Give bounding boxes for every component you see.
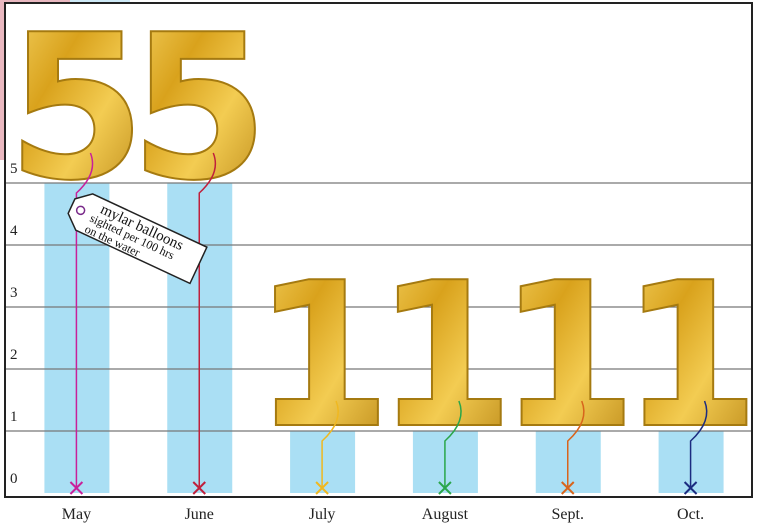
y-tick-label: 4 <box>10 223 18 239</box>
y-tick-label: 3 <box>10 285 18 301</box>
balloon-digit: 1 <box>252 240 391 473</box>
balloon-string <box>321 400 339 488</box>
string-bow <box>315 481 329 495</box>
y-tick-label: 0 <box>10 471 18 487</box>
y-tick-label: 5 <box>10 161 18 177</box>
string-bow <box>69 481 84 495</box>
balloon-digit: 1 <box>498 240 637 473</box>
balloon-string <box>198 152 217 488</box>
tag-shape <box>67 193 208 285</box>
balloon-digit: 5 <box>130 0 269 225</box>
x-tick-label: June <box>185 506 214 523</box>
balloon-string <box>689 400 708 488</box>
x-tick-label: August <box>422 506 469 523</box>
balloon-string <box>75 152 94 488</box>
balloon-digit: 1 <box>621 240 760 473</box>
tag-hole <box>75 205 86 216</box>
x-tick-label: Sept. <box>552 506 584 523</box>
x-tick-label: July <box>309 506 336 523</box>
string-bow <box>561 481 575 495</box>
plot: 012345May5June5July1August1Sept.1Oct.1my… <box>6 0 761 523</box>
balloon-digit: 5 <box>7 0 146 225</box>
y-tick-label: 1 <box>10 409 18 425</box>
x-tick-label: Oct. <box>677 506 704 523</box>
balloon-string <box>567 400 585 488</box>
string-bow <box>438 481 452 495</box>
balloon-digit: 1 <box>375 240 514 473</box>
string-bow <box>192 481 206 495</box>
y-tick-label: 2 <box>10 347 18 363</box>
balloon-string <box>444 400 462 488</box>
x-tick-label: May <box>62 506 91 523</box>
string-bow <box>683 481 698 495</box>
